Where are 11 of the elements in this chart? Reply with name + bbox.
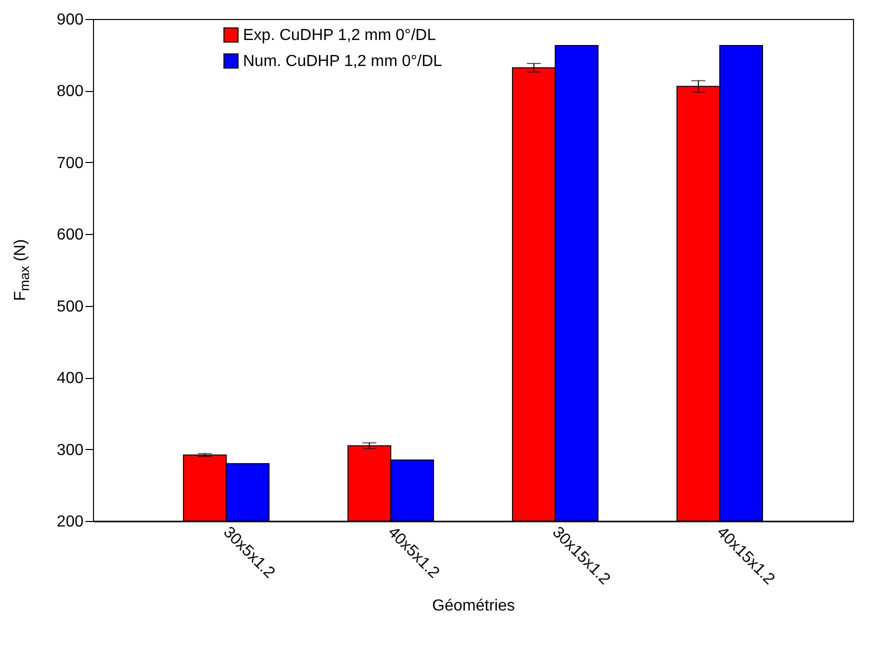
y-tick-label: 300 <box>56 442 84 459</box>
y-tick-label: 800 <box>56 83 84 100</box>
y-tick-label: 200 <box>56 514 84 530</box>
legend-label: Num. CuDHP 1,2 mm 0°/DL <box>243 53 442 70</box>
x-axis-title: Géométries <box>432 597 515 614</box>
y-tick-label: 600 <box>56 226 84 244</box>
legend-label: Exp. CuDHP 1,2 mm 0°/DL <box>243 27 436 44</box>
y-tick-label: 400 <box>56 370 84 388</box>
y-tick-label: 700 <box>56 154 84 172</box>
y-tick-label: 900 <box>56 12 84 28</box>
y-tick-label: 500 <box>56 298 84 316</box>
